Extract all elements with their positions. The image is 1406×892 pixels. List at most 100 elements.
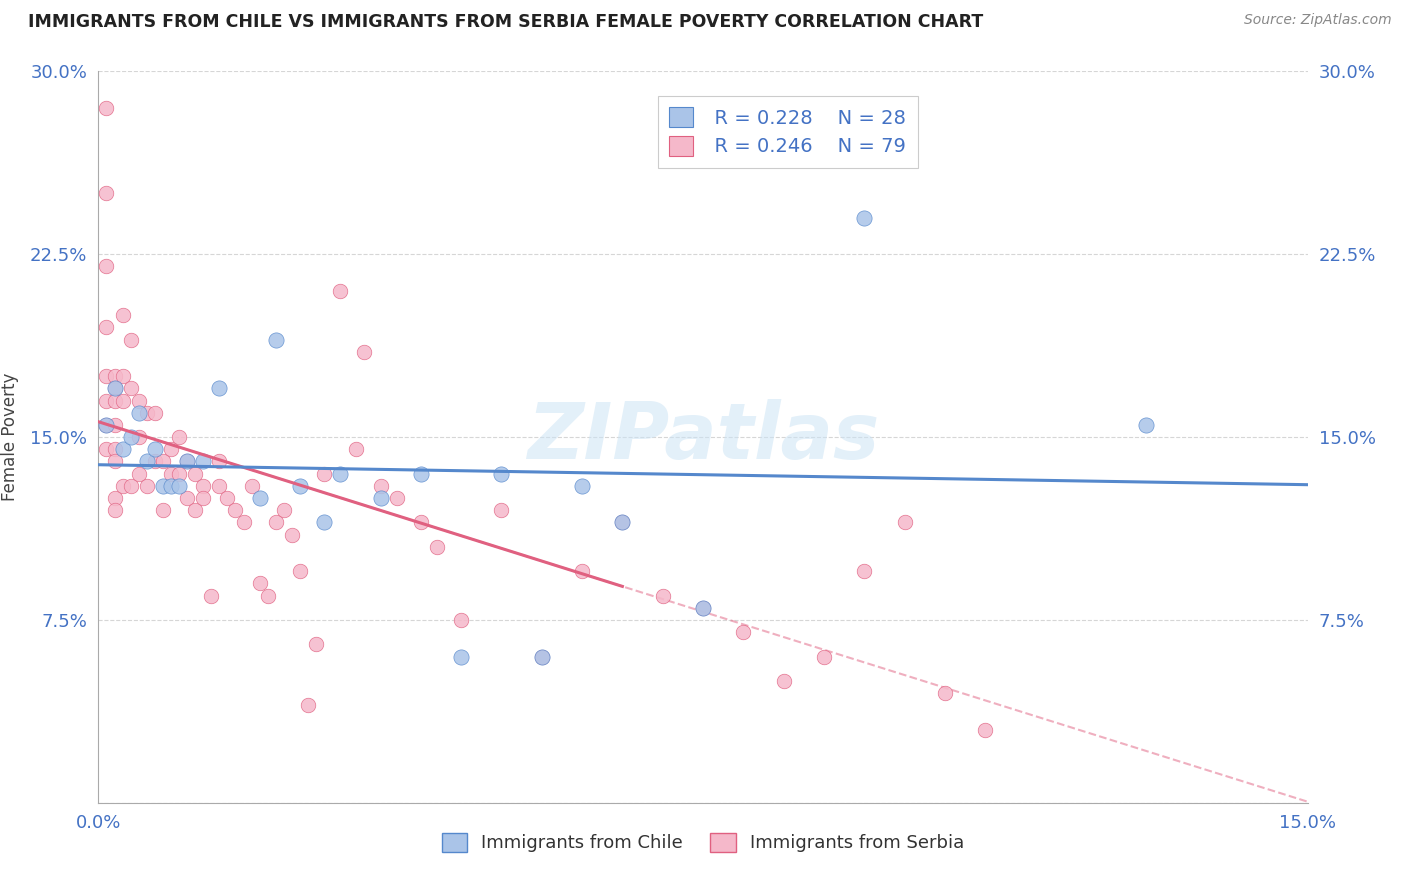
- Point: [176, 454, 198, 468]
- Point: [135, 406, 157, 420]
- Point: [152, 479, 174, 493]
- Point: [128, 406, 150, 420]
- Point: [853, 211, 876, 225]
- Point: [893, 516, 915, 530]
- Point: [128, 467, 150, 481]
- Point: [232, 516, 254, 530]
- Point: [530, 649, 553, 664]
- Point: [974, 723, 997, 737]
- Point: [152, 503, 174, 517]
- Point: [612, 516, 634, 530]
- Point: [111, 308, 134, 322]
- Point: [135, 479, 157, 493]
- Point: [208, 479, 231, 493]
- Point: [217, 491, 239, 505]
- Point: [96, 417, 118, 432]
- Point: [281, 527, 304, 541]
- Point: [120, 479, 142, 493]
- Point: [733, 625, 755, 640]
- Point: [273, 503, 295, 517]
- Point: [409, 467, 432, 481]
- Point: [853, 564, 876, 578]
- Point: [193, 491, 215, 505]
- Point: [571, 479, 593, 493]
- Point: [111, 393, 134, 408]
- Point: [176, 454, 198, 468]
- Point: [612, 516, 634, 530]
- Point: [370, 491, 392, 505]
- Point: [143, 406, 166, 420]
- Point: [143, 442, 166, 457]
- Point: [256, 589, 278, 603]
- Point: [96, 260, 118, 274]
- Point: [167, 479, 190, 493]
- Point: [305, 637, 328, 651]
- Y-axis label: Female Poverty: Female Poverty: [1, 373, 18, 501]
- Point: [103, 369, 125, 384]
- Point: [103, 381, 125, 395]
- Point: [103, 393, 125, 408]
- Point: [450, 649, 472, 664]
- Point: [103, 503, 125, 517]
- Text: ZIPatlas: ZIPatlas: [527, 399, 879, 475]
- Point: [176, 491, 198, 505]
- Point: [193, 454, 215, 468]
- Text: Source: ZipAtlas.com: Source: ZipAtlas.com: [1244, 13, 1392, 28]
- Point: [111, 369, 134, 384]
- Point: [353, 344, 375, 359]
- Point: [426, 540, 449, 554]
- Point: [344, 442, 367, 457]
- Point: [651, 589, 673, 603]
- Point: [297, 698, 319, 713]
- Point: [96, 442, 118, 457]
- Point: [249, 576, 271, 591]
- Point: [103, 491, 125, 505]
- Point: [1135, 417, 1157, 432]
- Point: [96, 320, 118, 334]
- Point: [240, 479, 263, 493]
- Point: [288, 564, 311, 578]
- Point: [96, 393, 118, 408]
- Point: [193, 479, 215, 493]
- Point: [409, 516, 432, 530]
- Point: [288, 479, 311, 493]
- Point: [128, 430, 150, 444]
- Point: [96, 369, 118, 384]
- Point: [208, 454, 231, 468]
- Point: [692, 600, 714, 615]
- Point: [329, 284, 352, 298]
- Point: [813, 649, 835, 664]
- Point: [160, 479, 183, 493]
- Point: [96, 101, 118, 115]
- Point: [571, 564, 593, 578]
- Point: [491, 503, 513, 517]
- Point: [96, 186, 118, 201]
- Point: [184, 467, 207, 481]
- Point: [152, 454, 174, 468]
- Point: [160, 442, 183, 457]
- Point: [772, 673, 794, 688]
- Point: [128, 393, 150, 408]
- Point: [167, 467, 190, 481]
- Point: [120, 381, 142, 395]
- Point: [450, 613, 472, 627]
- Point: [103, 454, 125, 468]
- Point: [264, 333, 287, 347]
- Point: [184, 503, 207, 517]
- Point: [329, 467, 352, 481]
- Point: [934, 686, 956, 700]
- Point: [692, 600, 714, 615]
- Legend: Immigrants from Chile, Immigrants from Serbia: Immigrants from Chile, Immigrants from S…: [434, 826, 972, 860]
- Point: [103, 442, 125, 457]
- Point: [103, 381, 125, 395]
- Point: [314, 467, 336, 481]
- Point: [167, 430, 190, 444]
- Point: [120, 430, 142, 444]
- Point: [111, 479, 134, 493]
- Point: [530, 649, 553, 664]
- Point: [385, 491, 408, 505]
- Point: [314, 516, 336, 530]
- Point: [96, 417, 118, 432]
- Point: [160, 467, 183, 481]
- Point: [224, 503, 246, 517]
